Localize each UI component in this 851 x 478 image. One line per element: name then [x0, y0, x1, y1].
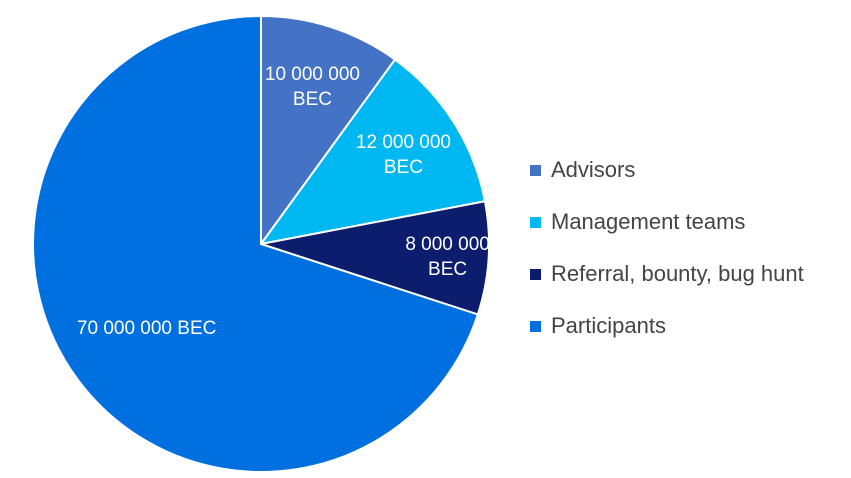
- legend-swatch-participants: [530, 320, 541, 332]
- legend-label-advisors: Advisors: [551, 157, 636, 182]
- legend-label-participants: Participants: [551, 313, 666, 338]
- pie-data-labels: 10 000 000 BEC 12 000 000 BEC 8 000 000 BEC 70…: [77, 64, 490, 339]
- pie-slice-management-teams: [258, 58, 487, 246]
- data-label-participants: 70 000 000 BEC: [77, 318, 216, 339]
- legend-item-management-teams: Management teams: [530, 196, 804, 248]
- legend-swatch-management-teams: [530, 216, 541, 228]
- legend-label-referral: Referral, bounty, bug hunt: [551, 261, 804, 286]
- legend-item-referral: Referral, bounty, bug hunt: [530, 248, 804, 300]
- pie-slice-participants: [32, 14, 480, 473]
- data-label-line-advisors-1: BEC: [293, 89, 332, 110]
- legend-item-participants: Participants: [530, 300, 804, 352]
- data-label-referral: 8 000 000 BEC: [405, 234, 490, 280]
- data-label-line-referral-1: BEC: [428, 259, 467, 280]
- pie-slice-advisors: [260, 14, 397, 248]
- pie-slices: [32, 14, 490, 473]
- data-label-line-advisors-0: 10 000 000: [265, 64, 360, 85]
- data-label-advisors: 10 000 000 BEC: [265, 64, 360, 110]
- legend-swatch-advisors: [530, 164, 541, 176]
- legend-item-advisors: Advisors: [530, 144, 804, 196]
- legend: Advisors Management teams Referral, boun…: [530, 144, 804, 352]
- legend-label-management-teams: Management teams: [551, 209, 746, 234]
- data-label-line-referral-0: 8 000 000: [405, 234, 490, 255]
- pie-slice-referral: [260, 200, 490, 316]
- data-label-line-management-teams-0: 12 000 000: [356, 132, 451, 153]
- legend-swatch-referral: [530, 268, 541, 280]
- data-label-line-participants-0: 70 000 000 BEC: [77, 318, 216, 339]
- data-label-management-teams: 12 000 000 BEC: [356, 132, 451, 178]
- data-label-line-management-teams-1: BEC: [384, 157, 423, 178]
